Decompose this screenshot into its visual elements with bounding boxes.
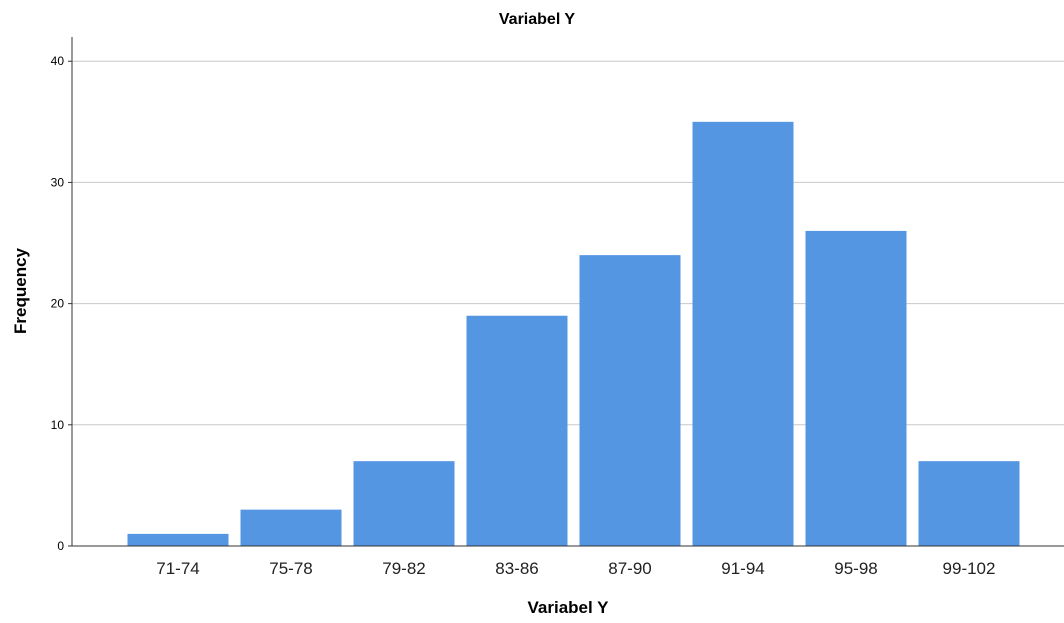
bar-87-90 <box>579 255 681 546</box>
grid-lines <box>72 60 1064 426</box>
y-tick-label: 10 <box>51 418 65 432</box>
y-tick-label: 20 <box>51 297 65 311</box>
x-tick-label: 99-102 <box>943 559 996 578</box>
x-tick-label: 79-82 <box>382 559 425 578</box>
x-axis-title: Variabel Y <box>528 598 610 617</box>
bar-91-94 <box>692 121 794 546</box>
bars <box>127 121 1020 546</box>
x-tick-label: 75-78 <box>269 559 312 578</box>
x-tick-label: 83-86 <box>495 559 538 578</box>
x-tick-label: 95-98 <box>834 559 877 578</box>
y-tick-labels: 0 10 20 30 40 <box>51 54 72 553</box>
y-axis-title: Frequency <box>11 247 30 334</box>
x-tick-labels: 71-74 75-78 79-82 83-86 87-90 91-94 95-98 99-10… <box>156 559 995 578</box>
y-tick-label: 0 <box>57 539 64 553</box>
x-tick-label: 91-94 <box>721 559 764 578</box>
bar-79-82 <box>353 461 455 546</box>
x-tick-label: 87-90 <box>608 559 651 578</box>
bar-71-74 <box>127 533 229 546</box>
bar-99-102 <box>918 461 1020 546</box>
chart-title: Variabel Y <box>499 11 576 28</box>
x-tick-label: 71-74 <box>156 559 199 578</box>
bar-83-86 <box>466 315 568 546</box>
bar-75-78 <box>240 509 342 546</box>
axes <box>71 37 1064 547</box>
bar-95-98 <box>805 230 907 546</box>
y-tick-label: 30 <box>51 175 65 189</box>
y-tick-label: 40 <box>51 54 65 68</box>
